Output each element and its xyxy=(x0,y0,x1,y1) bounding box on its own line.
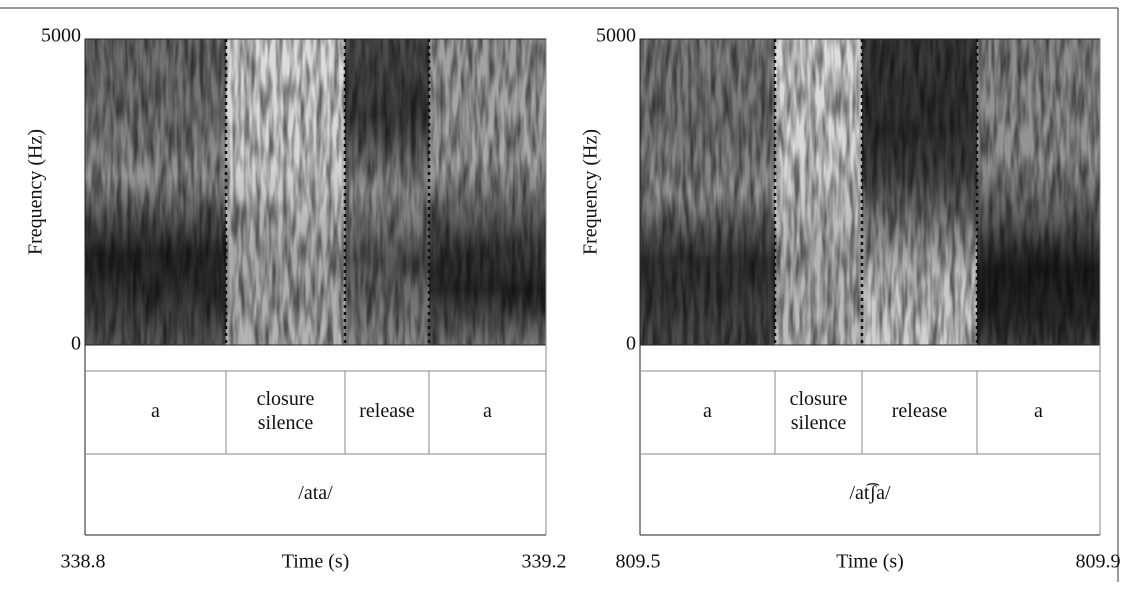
time-start: 338.8 xyxy=(61,551,106,573)
spectrogram-texture xyxy=(85,39,546,345)
time-end: 809.9 xyxy=(1076,551,1121,573)
segment-label: silence xyxy=(791,412,847,434)
word-label: /ata/ xyxy=(298,482,333,504)
segment-label: closure xyxy=(790,388,848,410)
segment-label: closure xyxy=(257,388,315,410)
segment-label: a xyxy=(703,400,712,422)
y-min-label: 0 xyxy=(626,333,636,355)
time-end: 339.2 xyxy=(522,551,567,573)
time-start: 809.5 xyxy=(616,551,661,573)
x-axis-label: Time (s) xyxy=(836,551,904,573)
spectrogram-texture xyxy=(640,39,1100,345)
segment-label: silence xyxy=(258,412,314,434)
y-min-label: 0 xyxy=(71,333,81,355)
y-axis-label: Frequency (Hz) xyxy=(580,129,602,255)
segment-label: a xyxy=(1034,400,1043,422)
segment-label: release xyxy=(892,400,948,422)
segment-label: a xyxy=(483,400,492,422)
y-axis-label: Frequency (Hz) xyxy=(25,129,47,255)
y-max-label: 5000 xyxy=(596,25,636,47)
segment-label: release xyxy=(359,400,415,422)
y-max-label: 5000 xyxy=(41,25,81,47)
segment-label: a xyxy=(151,400,160,422)
word-label: /at͡ʃa/ xyxy=(849,482,891,504)
x-axis-label: Time (s) xyxy=(282,551,350,573)
